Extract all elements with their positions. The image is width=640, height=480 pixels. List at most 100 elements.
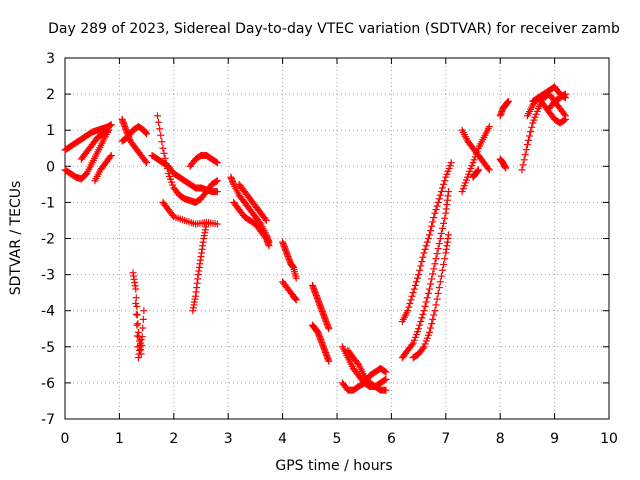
data-point (412, 278, 420, 286)
data-point (160, 149, 168, 157)
data-point (137, 336, 145, 344)
data-point (445, 188, 453, 196)
data-point (524, 136, 532, 144)
series-arc-26 (409, 231, 453, 362)
data-point (133, 311, 141, 319)
series-arc-16 (235, 180, 270, 224)
x-tick-label: 7 (441, 431, 450, 447)
data-point (474, 166, 482, 174)
data-point (381, 367, 389, 375)
series-arc-5 (118, 115, 151, 167)
data-point (441, 255, 449, 263)
data-point (405, 303, 413, 311)
data-point (156, 125, 164, 133)
data-point (502, 164, 510, 172)
y-tick-label: -6 (41, 376, 55, 392)
data-point (434, 245, 442, 253)
x-tick-label: 1 (115, 431, 124, 447)
data-point (409, 289, 417, 297)
chart-title: Day 289 of 2023, Sidereal Day-to-day VTE… (48, 21, 620, 37)
data-point (411, 281, 419, 289)
data-point (407, 296, 415, 304)
series-arc-13 (189, 220, 210, 315)
data-point (527, 128, 535, 136)
data-points (61, 83, 569, 394)
data-point (421, 302, 429, 310)
data-point (560, 91, 568, 99)
y-axis-label: SDTVAR / TECUs (8, 181, 24, 296)
data-point (418, 314, 426, 322)
data-point (132, 285, 140, 293)
data-point (408, 341, 416, 349)
x-tick-label: 10 (600, 431, 618, 447)
data-point (133, 321, 141, 329)
data-point (202, 220, 210, 228)
data-point (427, 324, 435, 332)
data-point (431, 260, 439, 268)
data-point (439, 224, 447, 232)
data-point (262, 216, 270, 224)
data-point (382, 368, 390, 376)
data-point (420, 307, 428, 315)
series-arc-10 (153, 112, 221, 206)
data-point (428, 275, 436, 283)
data-point (292, 296, 300, 304)
series-arc-29 (469, 166, 482, 181)
series-arc-12 (186, 151, 221, 170)
data-point (162, 159, 170, 167)
y-tick-label: -5 (41, 340, 55, 356)
data-point (261, 215, 269, 223)
data-point (504, 97, 512, 105)
x-tick-label: 4 (278, 431, 287, 447)
data-point (432, 301, 440, 309)
data-point (430, 265, 438, 273)
data-point (428, 222, 436, 230)
data-point (418, 258, 426, 266)
y-tick-label: -4 (41, 304, 55, 320)
data-point (143, 159, 151, 167)
data-point (103, 127, 111, 135)
data-point (435, 240, 443, 248)
data-point (425, 328, 433, 336)
data-point (439, 266, 447, 274)
data-point (432, 206, 440, 214)
data-point (561, 90, 569, 98)
series-arc-4 (91, 151, 115, 185)
data-point (139, 315, 147, 323)
data-point (560, 116, 568, 124)
data-point (561, 115, 569, 123)
data-point (521, 151, 529, 159)
data-point (155, 118, 163, 126)
data-point (519, 161, 527, 169)
data-point (421, 245, 429, 253)
data-point (292, 274, 300, 282)
series-arc-31 (496, 97, 512, 120)
series-arc-19 (309, 281, 333, 333)
data-point (153, 112, 161, 120)
series-arc-28 (458, 123, 493, 196)
data-point (416, 321, 424, 329)
x-tick-label: 8 (496, 431, 505, 447)
data-point (433, 250, 441, 258)
data-point (485, 166, 493, 174)
x-tick-label: 9 (550, 431, 559, 447)
data-point (423, 294, 431, 302)
data-point (133, 332, 141, 340)
data-point (381, 376, 389, 384)
data-point (523, 141, 531, 149)
data-point (520, 156, 528, 164)
data-point (142, 157, 150, 165)
y-tick-label: 3 (46, 51, 55, 67)
data-point (417, 318, 425, 326)
data-point (382, 386, 390, 394)
data-point (408, 292, 416, 300)
data-point (404, 307, 412, 315)
data-point (158, 138, 166, 146)
data-point (447, 159, 455, 167)
data-point (213, 177, 221, 185)
data-point (213, 220, 221, 228)
data-point (440, 260, 448, 268)
data-point (354, 359, 362, 367)
data-point (265, 242, 273, 250)
